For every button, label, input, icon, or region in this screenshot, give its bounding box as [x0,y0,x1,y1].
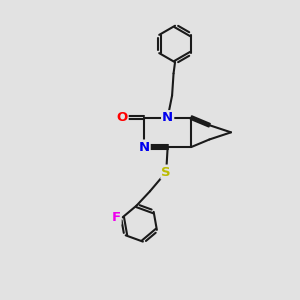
Text: S: S [161,166,171,178]
Text: F: F [112,211,121,224]
Text: N: N [139,141,150,154]
Text: O: O [116,111,128,124]
Text: N: N [162,111,173,124]
